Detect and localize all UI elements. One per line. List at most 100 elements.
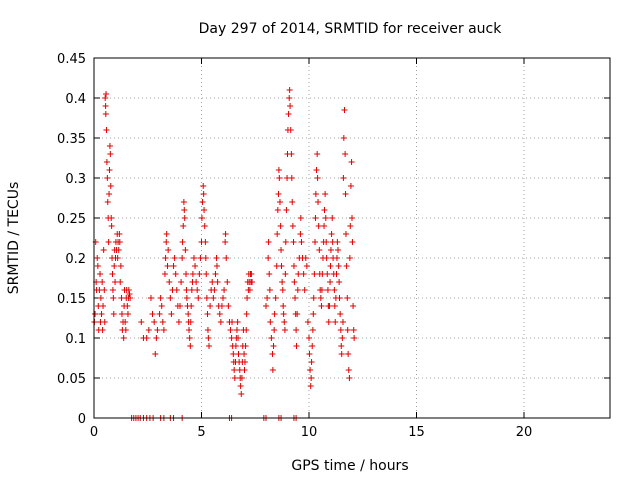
data-point xyxy=(318,303,325,309)
data-point xyxy=(287,103,294,109)
data-point xyxy=(314,151,321,157)
data-point xyxy=(188,287,195,293)
data-point xyxy=(280,303,287,309)
data-point xyxy=(295,271,302,277)
data-point xyxy=(349,239,356,245)
data-point xyxy=(268,335,275,341)
data-point xyxy=(308,375,315,381)
data-point xyxy=(94,263,101,269)
data-point xyxy=(235,351,242,357)
data-point xyxy=(328,231,335,237)
data-point xyxy=(350,303,357,309)
data-point xyxy=(281,327,288,333)
data-point xyxy=(321,223,328,229)
data-point xyxy=(180,223,187,229)
data-point xyxy=(285,111,292,117)
data-point xyxy=(185,311,192,317)
data-point xyxy=(234,319,241,325)
data-point xyxy=(223,255,230,261)
data-point xyxy=(286,95,293,101)
data-point xyxy=(275,191,282,197)
data-point xyxy=(282,271,289,277)
x-tick-label: 15 xyxy=(408,425,425,440)
data-point xyxy=(279,279,286,285)
data-point xyxy=(124,303,131,309)
data-point xyxy=(241,351,248,357)
data-point xyxy=(111,263,118,269)
data-point xyxy=(194,287,201,293)
data-point xyxy=(192,263,199,269)
data-point xyxy=(306,335,312,341)
data-point xyxy=(181,215,188,221)
data-point xyxy=(333,255,340,261)
data-point xyxy=(106,143,113,149)
data-point xyxy=(138,319,145,325)
data-point xyxy=(149,311,156,317)
data-point xyxy=(201,223,208,229)
data-point xyxy=(323,255,330,261)
data-point xyxy=(183,295,190,301)
data-point xyxy=(249,279,256,285)
data-point xyxy=(339,319,346,325)
data-point xyxy=(338,343,345,349)
data-point xyxy=(343,263,350,269)
data-point xyxy=(127,295,134,301)
data-point xyxy=(346,255,353,261)
data-point xyxy=(106,167,113,173)
data-point xyxy=(264,295,271,301)
y-tick-label: 0.2 xyxy=(65,252,86,267)
data-point xyxy=(216,311,223,317)
data-point xyxy=(97,295,104,301)
data-point xyxy=(322,191,329,197)
data-point xyxy=(164,263,171,269)
x-tick-labels: 0 5 10 15 20 xyxy=(90,425,532,440)
data-point xyxy=(272,295,279,301)
data-point xyxy=(337,327,344,333)
data-point xyxy=(324,287,331,293)
data-point xyxy=(213,263,220,269)
data-point xyxy=(283,207,290,213)
data-point xyxy=(120,335,127,341)
data-point xyxy=(304,319,311,325)
y-tick-label: 0.25 xyxy=(57,212,86,227)
data-point xyxy=(348,159,355,165)
data-point xyxy=(207,303,214,309)
data-point xyxy=(104,175,111,181)
data-point xyxy=(195,295,202,301)
data-point xyxy=(289,199,296,205)
data-point xyxy=(300,271,307,277)
data-point xyxy=(117,279,124,285)
data-point xyxy=(231,367,238,373)
y-tick-label: 0.15 xyxy=(57,292,86,307)
data-point xyxy=(104,199,111,205)
x-axis-label: GPS time / hours xyxy=(291,458,408,474)
data-point xyxy=(217,319,224,325)
data-point xyxy=(221,287,228,293)
data-point xyxy=(293,343,300,349)
data-point xyxy=(189,271,196,277)
data-point xyxy=(345,367,352,373)
data-point xyxy=(334,239,341,245)
data-point xyxy=(267,319,274,325)
data-point xyxy=(211,287,218,293)
data-point xyxy=(310,295,317,301)
data-point xyxy=(329,215,336,221)
data-point xyxy=(346,375,353,381)
data-point xyxy=(321,207,328,213)
data-point xyxy=(106,191,113,197)
data-point xyxy=(99,279,106,285)
data-point xyxy=(107,183,114,189)
data-point xyxy=(231,375,238,381)
data-point xyxy=(242,343,249,349)
data-point xyxy=(177,303,183,309)
data-point xyxy=(209,279,216,285)
data-point xyxy=(107,151,114,157)
data-point xyxy=(282,239,289,245)
data-point xyxy=(339,335,346,341)
y-tick-label: 0.05 xyxy=(57,372,86,387)
data-point xyxy=(302,255,309,261)
data-point xyxy=(183,271,190,277)
data-point xyxy=(271,327,278,333)
data-point xyxy=(124,311,131,317)
data-point xyxy=(237,383,244,389)
